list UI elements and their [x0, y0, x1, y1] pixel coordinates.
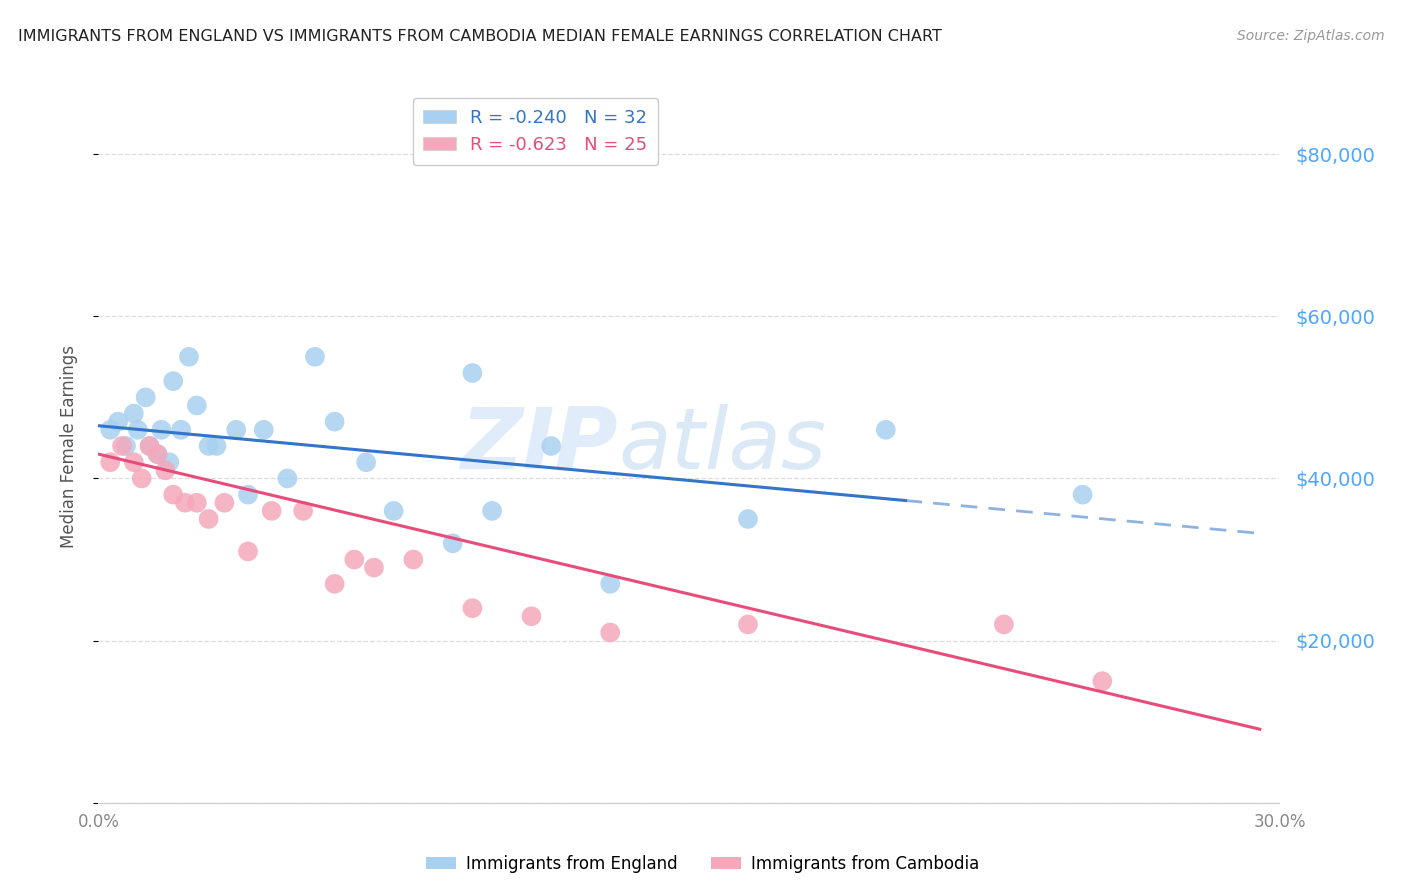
- Point: [875, 423, 897, 437]
- Point: [737, 617, 759, 632]
- Text: IMMIGRANTS FROM ENGLAND VS IMMIGRANTS FROM CAMBODIA MEDIAN FEMALE EARNINGS CORRE: IMMIGRANTS FROM ENGLAND VS IMMIGRANTS FR…: [18, 29, 942, 45]
- Point: [155, 463, 177, 477]
- Point: [162, 374, 184, 388]
- Point: [1091, 674, 1114, 689]
- Point: [174, 496, 197, 510]
- Point: [150, 423, 173, 437]
- Point: [146, 447, 169, 461]
- Point: [304, 350, 326, 364]
- Point: [146, 447, 169, 461]
- Point: [354, 455, 377, 469]
- Point: [122, 407, 145, 421]
- Point: [197, 439, 219, 453]
- Point: [993, 617, 1015, 632]
- Point: [461, 366, 484, 380]
- Point: [236, 544, 259, 558]
- Point: [520, 609, 543, 624]
- Point: [253, 423, 276, 437]
- Point: [107, 415, 129, 429]
- Point: [260, 504, 283, 518]
- Point: [98, 455, 121, 469]
- Point: [162, 488, 184, 502]
- Point: [323, 415, 346, 429]
- Point: [186, 496, 208, 510]
- Point: [157, 455, 180, 469]
- Point: [138, 439, 160, 453]
- Point: [111, 439, 134, 453]
- Point: [599, 577, 621, 591]
- Point: [540, 439, 562, 453]
- Point: [98, 423, 121, 437]
- Point: [1071, 488, 1094, 502]
- Point: [323, 577, 346, 591]
- Point: [363, 560, 385, 574]
- Point: [441, 536, 464, 550]
- Point: [461, 601, 484, 615]
- Point: [402, 552, 425, 566]
- Point: [115, 439, 138, 453]
- Point: [214, 496, 236, 510]
- Point: [131, 471, 153, 485]
- Point: [177, 350, 200, 364]
- Point: [225, 423, 247, 437]
- Point: [205, 439, 228, 453]
- Point: [599, 625, 621, 640]
- Point: [170, 423, 193, 437]
- Point: [343, 552, 366, 566]
- Y-axis label: Median Female Earnings: Median Female Earnings: [59, 344, 77, 548]
- Point: [127, 423, 149, 437]
- Point: [138, 439, 160, 453]
- Point: [737, 512, 759, 526]
- Point: [481, 504, 503, 518]
- Point: [186, 399, 208, 413]
- Legend: Immigrants from England, Immigrants from Cambodia: Immigrants from England, Immigrants from…: [420, 848, 986, 880]
- Text: atlas: atlas: [619, 404, 827, 488]
- Point: [236, 488, 259, 502]
- Text: Source: ZipAtlas.com: Source: ZipAtlas.com: [1237, 29, 1385, 44]
- Legend: R = -0.240   N = 32, R = -0.623   N = 25: R = -0.240 N = 32, R = -0.623 N = 25: [412, 98, 658, 165]
- Point: [382, 504, 405, 518]
- Point: [197, 512, 219, 526]
- Point: [276, 471, 298, 485]
- Text: ZIP: ZIP: [460, 404, 619, 488]
- Point: [292, 504, 315, 518]
- Point: [122, 455, 145, 469]
- Point: [135, 390, 157, 404]
